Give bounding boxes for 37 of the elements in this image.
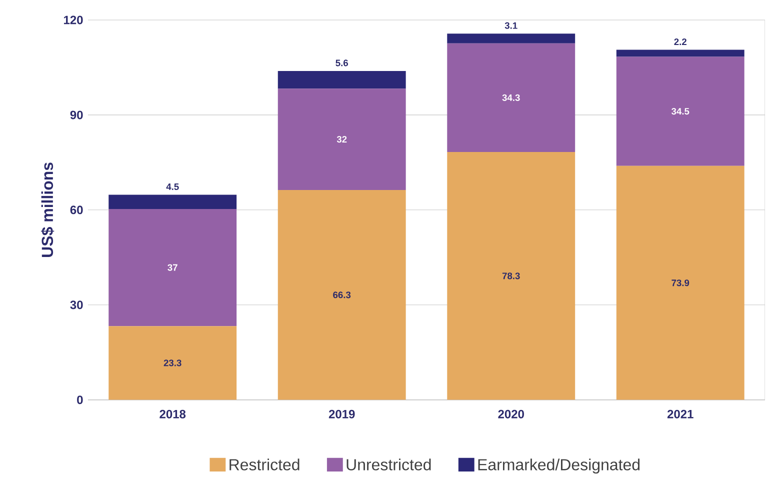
x-tick-label: 2020 [498,410,524,418]
data-label: 34.5 [672,108,690,114]
x-tick-label: 2019 [328,410,355,418]
y-tick-label: 0 [77,395,83,404]
y-tick-label: 60 [70,205,83,214]
data-label: 23.3 [164,359,182,366]
bar [278,190,406,400]
y-tick-label: 30 [70,300,83,309]
bar [108,326,237,400]
legend-label: Restricted [230,458,300,470]
data-label: 3.1 [504,22,518,29]
legend-label: Unrestricted [346,458,431,470]
bar [447,152,576,400]
bar [108,208,237,326]
bar [616,56,744,166]
data-label: 66.3 [333,291,351,298]
data-label: 5.6 [336,59,348,66]
data-label: 37 [168,264,178,271]
data-label: 2.2 [674,38,686,45]
y-axis-title: US$ millions [41,162,54,257]
y-tick-label: 90 [70,110,83,119]
bar [447,33,576,44]
bar [447,43,576,152]
data-label: 78.3 [502,272,520,279]
data-label: 34.3 [502,94,520,101]
bar [616,50,744,56]
y-tick-label: 120 [64,16,83,24]
data-label: 73.9 [672,279,690,286]
x-tick-label: 2018 [160,410,186,418]
legend-label: Earmarked/Designated [478,458,640,474]
bar [278,88,406,190]
bar [278,70,406,88]
data-label: 4.5 [166,183,179,190]
x-tick-label: 2021 [667,410,694,418]
bar [108,194,237,209]
data-label: 32 [336,136,347,142]
bar [616,166,744,400]
